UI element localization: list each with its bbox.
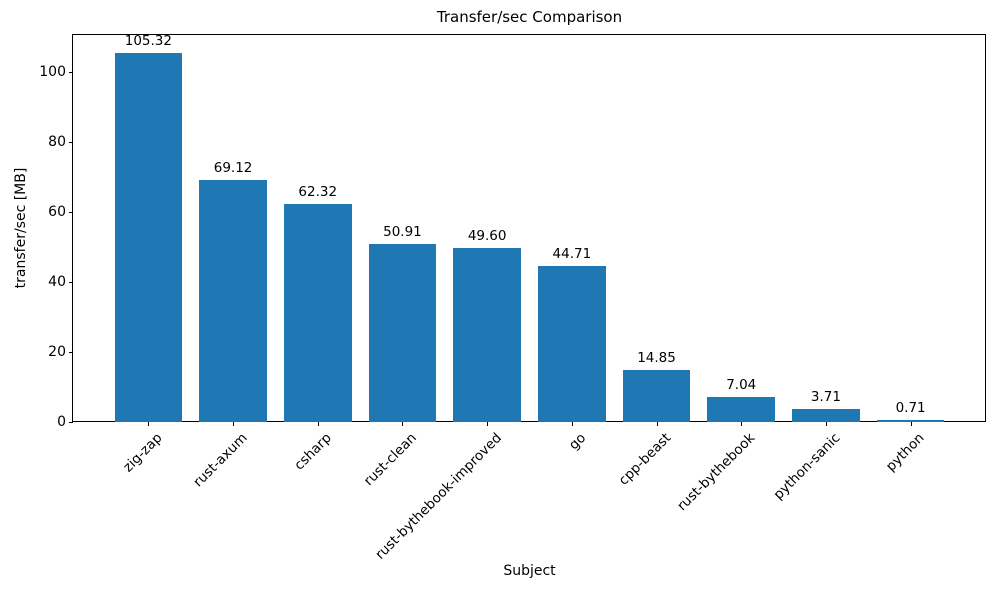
bar-value-label: 62.32 [298, 183, 338, 200]
bar-value-label: 14.85 [637, 350, 676, 367]
bar-value-label: 50.91 [383, 223, 422, 240]
y-tick-label: 40 [48, 274, 66, 291]
bar-rust-axum [199, 180, 267, 422]
y-tick-label: 20 [48, 344, 66, 361]
x-tick-mark [741, 422, 743, 426]
x-tick-label-python: python [883, 430, 928, 475]
chart-title: Transfer/sec Comparison [436, 8, 623, 26]
x-tick-mark [656, 422, 658, 426]
x-tick-label-python-sanic: python-sanic [770, 430, 844, 503]
y-tick-label: 80 [48, 134, 66, 151]
x-tick-mark [825, 422, 827, 426]
bar-zig-zap [114, 53, 183, 422]
bar-value-label: 49.60 [467, 228, 507, 245]
x-tick-label-cpp-beast: cpp-beast [615, 430, 674, 489]
bar-python-sanic [792, 409, 860, 422]
bar-value-label: 3.71 [810, 389, 841, 406]
x-tick-mark [233, 422, 235, 426]
x-tick-mark [317, 422, 319, 426]
x-tick-label-go: go [565, 430, 590, 454]
y-tick-mark [69, 142, 73, 144]
y-tick-mark [69, 282, 73, 284]
bar-cpp-beast [622, 370, 691, 422]
x-tick-label-rust-bythebook: rust-bythebook [674, 430, 759, 515]
bar-value-label: 7.04 [726, 377, 757, 394]
bar-rust-bythebook [707, 397, 776, 422]
x-tick-mark [402, 422, 404, 426]
x-tick-mark [487, 422, 489, 426]
x-tick-mark [910, 422, 912, 426]
y-tick-mark [69, 352, 73, 354]
bar-rust-clean [368, 243, 437, 422]
y-tick-mark [69, 212, 73, 214]
x-axis-label: Subject [503, 563, 556, 579]
bar-csharp [283, 203, 352, 422]
y-tick-label: 60 [48, 204, 66, 221]
y-tick-mark [69, 422, 73, 423]
bar-rust-bythebook-improved [453, 248, 522, 422]
bar-value-label: 69.12 [213, 160, 253, 177]
bar-value-label: 105.32 [124, 33, 172, 50]
x-tick-label-zig-zap: zig-zap [120, 430, 166, 476]
bar-value-label: 0.71 [895, 399, 926, 416]
y-tick-mark [69, 72, 73, 74]
y-axis-label: transfer/sec [MB] [13, 167, 29, 289]
x-tick-label-rust-clean: rust-clean [360, 430, 420, 490]
bar-python [876, 419, 945, 422]
y-tick-label: 0 [57, 414, 66, 430]
bar-go [537, 265, 606, 422]
x-tick-mark [148, 422, 150, 426]
x-tick-label-csharp: csharp [291, 430, 336, 474]
y-tick-label: 100 [39, 64, 66, 81]
x-tick-mark [571, 422, 573, 426]
bar-value-label: 44.71 [552, 245, 592, 262]
x-tick-label-rust-axum: rust-axum [190, 430, 251, 491]
